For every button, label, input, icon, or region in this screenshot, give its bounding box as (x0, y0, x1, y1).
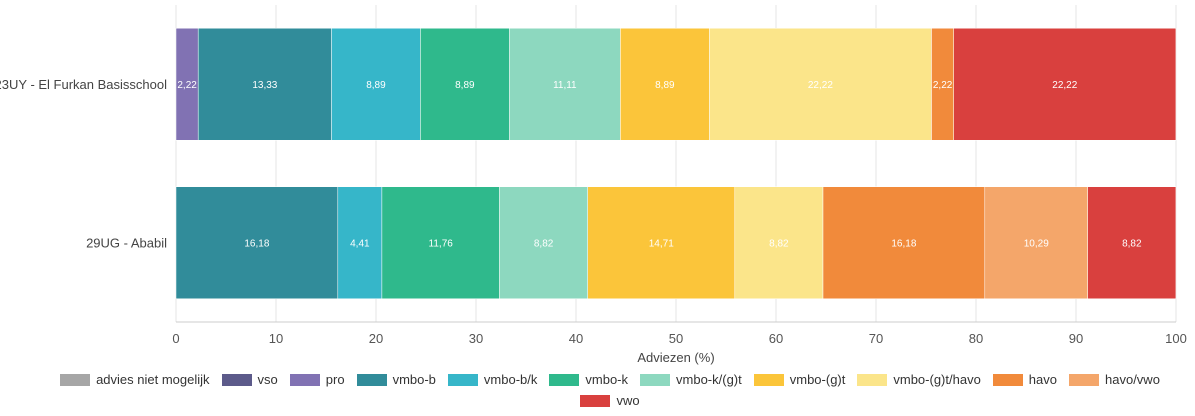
legend-swatch (221, 373, 252, 386)
legend-swatch (447, 373, 478, 386)
legend-label: vmbo-k/(g)t (676, 372, 742, 387)
x-tick-label: 30 (469, 331, 483, 346)
data-label: 14,71 (649, 238, 674, 249)
data-label: 8,89 (366, 80, 386, 91)
bar-segment (984, 186, 1088, 299)
bar-segment (953, 28, 1177, 141)
x-axis-title: Adviezen (%) (637, 350, 714, 365)
legend-swatch (356, 373, 387, 386)
x-tick-label: 0 (172, 331, 179, 346)
legend-swatch (1069, 373, 1099, 386)
legend-item[interactable]: vmbo-k (549, 372, 628, 387)
x-tick-label: 40 (569, 331, 583, 346)
data-label: 16,18 (891, 238, 916, 249)
bar-segment (499, 186, 588, 299)
legend-item[interactable]: havo/vwo (1069, 372, 1160, 387)
legend-swatch (289, 373, 320, 386)
category-label: 29UG - Ababil (86, 235, 167, 250)
bar-segment (587, 186, 736, 299)
legend-label: advies niet mogelijk (96, 372, 210, 387)
legend-label: pro (325, 372, 345, 387)
legend-item[interactable]: pro (289, 372, 345, 387)
legend-item[interactable]: vso (221, 372, 278, 387)
legend-item[interactable]: vmbo-(g)t (753, 372, 846, 387)
bar-segment (175, 186, 339, 299)
stacked-bar-chart: 0 10 20 30 40 50 60 70 80 90 100 Adviezen (%) 2,22 13… (0, 5, 1187, 365)
x-tick-label: 20 (369, 331, 383, 346)
x-tick-label: 50 (669, 331, 683, 346)
data-label: 11,11 (553, 80, 577, 91)
legend-label: havo/vwo (1105, 372, 1160, 387)
data-label: 11,76 (429, 238, 454, 249)
legend-item[interactable]: advies niet mogelijk (60, 372, 210, 387)
legend-label: vmbo-k (585, 372, 629, 387)
legend-swatch (753, 373, 784, 386)
data-label: 10,29 (1024, 238, 1049, 249)
bar-segment (420, 28, 510, 141)
bar-segment (381, 186, 500, 299)
data-label: 16,18 (244, 238, 269, 249)
x-tick-label: 60 (769, 331, 783, 346)
legend-swatch (60, 373, 91, 386)
legend-swatch (640, 373, 671, 386)
data-label: 8,89 (655, 80, 675, 91)
chart-legend: advies niet mogelijk vso pro vmbo-b vmbo-b/k… (30, 372, 1190, 408)
bar-segment (197, 28, 332, 141)
bar-segment (709, 28, 932, 141)
legend-item[interactable]: vmbo-(g)t/havo (857, 372, 981, 387)
bar-segment (734, 186, 824, 299)
legend-item[interactable]: vmbo-b (356, 372, 436, 387)
legend-label: vso (257, 372, 278, 387)
legend-item[interactable]: vwo (580, 393, 640, 408)
x-tick-label: 10 (269, 331, 283, 346)
data-label: 13,33 (252, 80, 277, 91)
legend-swatch (549, 373, 580, 386)
legend-swatch (857, 373, 888, 386)
bar-segment (1087, 186, 1177, 299)
legend-label: vmbo-(g)t (789, 372, 846, 387)
data-label: 22,22 (1052, 80, 1077, 91)
x-tick-label: 100 (1165, 331, 1187, 346)
data-label: 22,22 (808, 80, 833, 91)
data-label: 8,82 (534, 238, 554, 249)
bar-segment (509, 28, 621, 141)
data-label: 8,82 (769, 238, 789, 249)
legend-label: vmbo-b/k (483, 372, 538, 387)
data-label: 2,22 (933, 80, 953, 91)
category-label: 23UY - El Furkan Basisschool (0, 77, 167, 92)
data-label: 8,82 (1122, 238, 1142, 249)
legend-swatch (580, 394, 611, 407)
legend-item[interactable]: vmbo-k/(g)t (640, 372, 742, 387)
x-tick-label: 90 (1069, 331, 1083, 346)
data-label: 4,41 (350, 238, 370, 249)
data-label: 2,22 (177, 80, 197, 91)
x-tick-label: 70 (869, 331, 883, 346)
bar-segment (822, 186, 986, 299)
bar-segment (620, 28, 710, 141)
x-tick-label: 80 (969, 331, 983, 346)
legend-label: vmbo-b (392, 372, 436, 387)
legend-item[interactable]: havo (992, 372, 1057, 387)
legend-label: vwo (616, 393, 640, 408)
data-label: 8,89 (455, 80, 475, 91)
legend-label: havo (1028, 372, 1057, 387)
legend-item[interactable]: vmbo-b/k (447, 372, 538, 387)
legend-swatch (992, 373, 1023, 386)
legend-label: vmbo-(g)t/havo (893, 372, 981, 387)
